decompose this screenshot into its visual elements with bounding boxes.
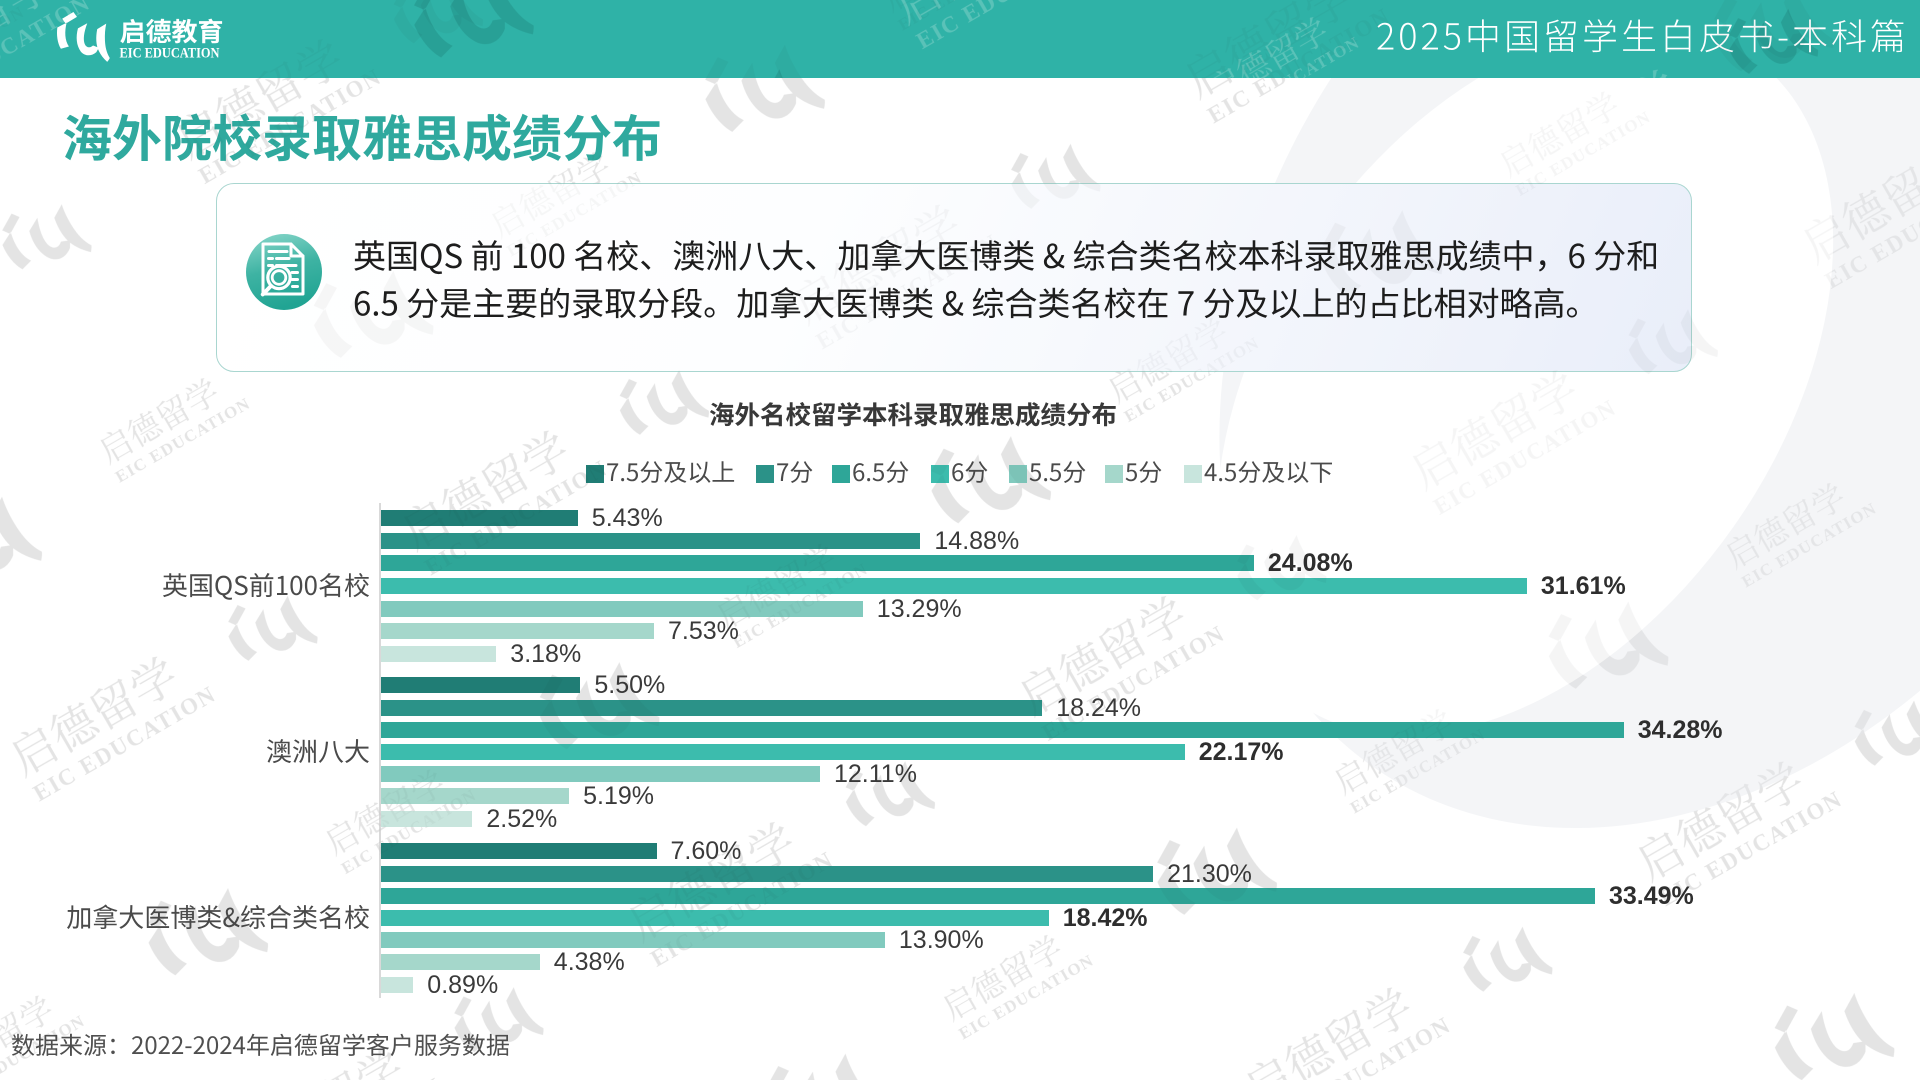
svg-text:EIC EDUCATION: EIC EDUCATION: [120, 46, 220, 62]
